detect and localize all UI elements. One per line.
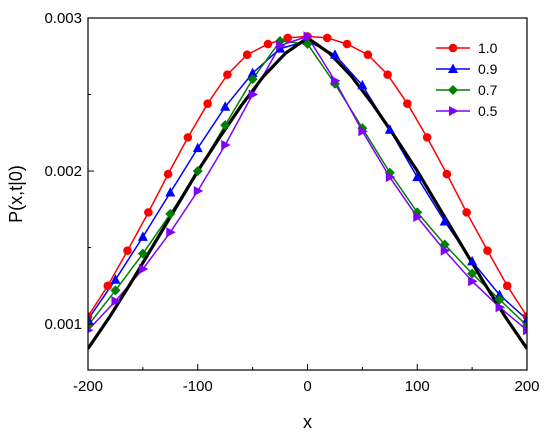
series-0.5-point (111, 296, 121, 307)
legend-marker-0.5 (449, 106, 459, 116)
series-1.0-point (363, 50, 373, 60)
legend-marker-0.7 (448, 85, 458, 95)
series-0.7-point (192, 166, 203, 177)
series-1.0-point (442, 169, 452, 179)
plot-series-group (88, 31, 527, 350)
series-0.5-point (358, 126, 368, 137)
series-0.9-point (439, 216, 450, 226)
plot-frame (87, 17, 528, 371)
series-1.0-point (263, 39, 273, 49)
series-0.9-point (522, 313, 527, 324)
series-0.9-point (192, 142, 203, 153)
series-0.9-point (412, 171, 423, 182)
series-0.7-point (467, 268, 478, 279)
series-0.9-point (165, 186, 176, 197)
legend-label-0.9: 0.9 (478, 61, 498, 77)
series-0.5-point (440, 245, 451, 256)
series-0.9-point (494, 289, 505, 300)
series-0.9-point (110, 274, 121, 284)
y-tick-label: 0.003 (44, 10, 82, 27)
series-1.0-point (322, 33, 332, 43)
series-0.5-point (166, 227, 176, 238)
series-0.5-point (303, 31, 313, 42)
series-0.5-point (413, 211, 423, 222)
series-line-0.9 (88, 40, 527, 321)
series-1.0-point (203, 99, 212, 109)
series-0.5-point (193, 185, 204, 196)
series-0.5-point (248, 89, 259, 100)
series-1.0-point (483, 246, 492, 255)
plot-area (88, 31, 527, 350)
series-1.0-point (403, 99, 412, 109)
x-tick-label: 200 (514, 378, 539, 395)
series-0.9-point (329, 49, 340, 59)
series-0.7-point (247, 74, 258, 85)
series-0.7-point (165, 208, 176, 219)
series-1.0-point (223, 70, 232, 79)
legend-label-0.7: 0.7 (478, 82, 498, 98)
series-line-0.5 (88, 35, 527, 331)
series-1.0-point (242, 50, 252, 60)
legend-label-0.5: 0.5 (478, 103, 498, 119)
series-0.9-point (220, 101, 231, 111)
series-0.9-point (247, 67, 258, 78)
series-0.5-point (523, 325, 527, 336)
series-0.9-point (357, 79, 368, 90)
y-axis-label: P(x,t|0) (6, 165, 26, 223)
series-0.9-point (467, 255, 478, 266)
series-line-1.0 (88, 35, 527, 317)
series-0.5-point (276, 40, 286, 51)
series-1.0-point (103, 281, 113, 291)
series-0.7-point (302, 39, 313, 50)
series-0.7-point (220, 120, 231, 131)
series-0.7-point (137, 248, 148, 259)
legend-label-1.0: 1.0 (478, 40, 498, 56)
series-0.5-point (468, 276, 478, 287)
series-line-0.7 (88, 40, 527, 327)
axes: -200 -100 0 100 200 0.001 0.002 0.003 (44, 10, 539, 395)
series-0.9-point (137, 231, 148, 241)
series-1.0-point (144, 208, 153, 217)
series-0.7-point (110, 285, 121, 296)
legend-marker-0.9 (448, 63, 458, 73)
x-tick-label: -100 (183, 378, 213, 395)
x-tick-label: 100 (405, 378, 430, 395)
series-1.0-point (183, 133, 193, 142)
series-1.0-point (422, 133, 432, 142)
x-axis-label: x (303, 412, 312, 432)
legend-marker-1.0 (448, 43, 458, 53)
series-0.9-point (384, 124, 395, 134)
y-tick-label: 0.001 (44, 316, 82, 333)
x-tick-label: 0 (303, 378, 311, 395)
series-1.0-point (283, 33, 293, 43)
reference-curve-line (88, 36, 527, 350)
series-1.0-point (383, 70, 392, 79)
series-1.0-point (163, 169, 173, 179)
legend: 1.0 0.9 0.7 0.5 (436, 40, 498, 119)
series-1.0-point (123, 246, 132, 255)
series-0.5-point (138, 263, 149, 274)
series-0.5-point (221, 140, 231, 151)
series-0.9-point (88, 313, 93, 324)
series-1.0-point (502, 281, 512, 291)
series-0.5-point (495, 302, 506, 313)
y-tick-label: 0.002 (44, 163, 82, 180)
series-0.5-point (330, 75, 341, 86)
series-1.0-point (342, 39, 352, 49)
series-0.5-point (88, 327, 94, 334)
series-0.5-point (385, 172, 396, 183)
x-tick-label: -200 (73, 378, 103, 395)
series-1.0-point (462, 208, 471, 217)
series-0.7-point (494, 294, 505, 305)
